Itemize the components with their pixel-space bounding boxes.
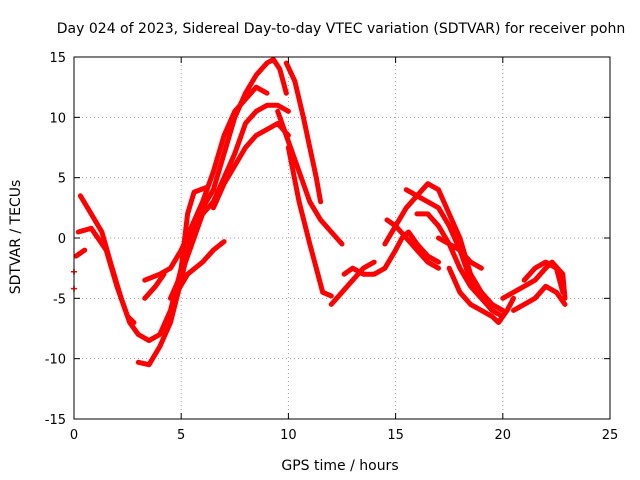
y-tick-label: -5 [53,292,66,307]
series-line-satellite-pass-17 [403,187,506,313]
data-series [73,56,568,368]
series-line-satellite-pass-8 [168,102,291,301]
series-line-satellite-pass-9 [210,120,291,211]
y-tick-label: 5 [58,172,66,187]
y-tick-label: -10 [45,353,66,368]
series-line-satellite-pass-6 [142,84,270,283]
x-tick-label: 10 [280,428,297,443]
series-line-satellite-pass-13 [328,259,377,307]
series-line-satellite-pass-2 [75,225,137,325]
x-axis-label: GPS time / hours [281,458,398,474]
series-line-satellite-pass-18 [414,211,506,319]
series-line-satellite-pass-3 [73,247,88,259]
y-tick-label: -15 [45,413,66,428]
series-line-satellite-pass-1 [77,184,210,344]
series-line-satellite-pass-16 [384,217,441,271]
series-line-satellite-pass-11 [275,108,345,247]
axis-ticks: 0 5 10 15 20 25 -15 -10 -5 0 5 10 15 [45,51,619,443]
x-tick-label: 0 [70,428,78,443]
y-tick-label: 15 [49,51,66,66]
series-line-satellite-pass-23 [521,259,566,295]
chart-title: Day 024 of 2023, Sidereal Day-to-day VTE… [57,21,625,37]
x-tick-label: 25 [602,428,619,443]
series-line-satellite-pass-14 [341,229,441,277]
y-axis-label: SDTVAR / TECUs [8,180,24,295]
series-line-satellite-pass-5 [142,271,167,301]
x-tick-label: 20 [495,428,512,443]
series-line-satellite-pass-21 [500,259,568,301]
series-line-satellite-pass-20 [446,265,516,325]
series-line-satellite-pass-22 [511,283,568,313]
series-line-satellite-pass-12 [285,145,334,299]
y-tick-label: 10 [49,111,66,126]
series-line-satellite-pass-10 [283,60,324,205]
series-line-satellite-pass-4 [135,56,289,368]
x-tick-label: 15 [387,428,404,443]
series-line-satellite-pass-7 [174,239,227,295]
series-line-satellite-pass-19 [436,235,484,271]
x-tick-label: 5 [177,428,185,443]
y-tick-label: 0 [58,232,66,247]
grid-lines [74,57,610,419]
